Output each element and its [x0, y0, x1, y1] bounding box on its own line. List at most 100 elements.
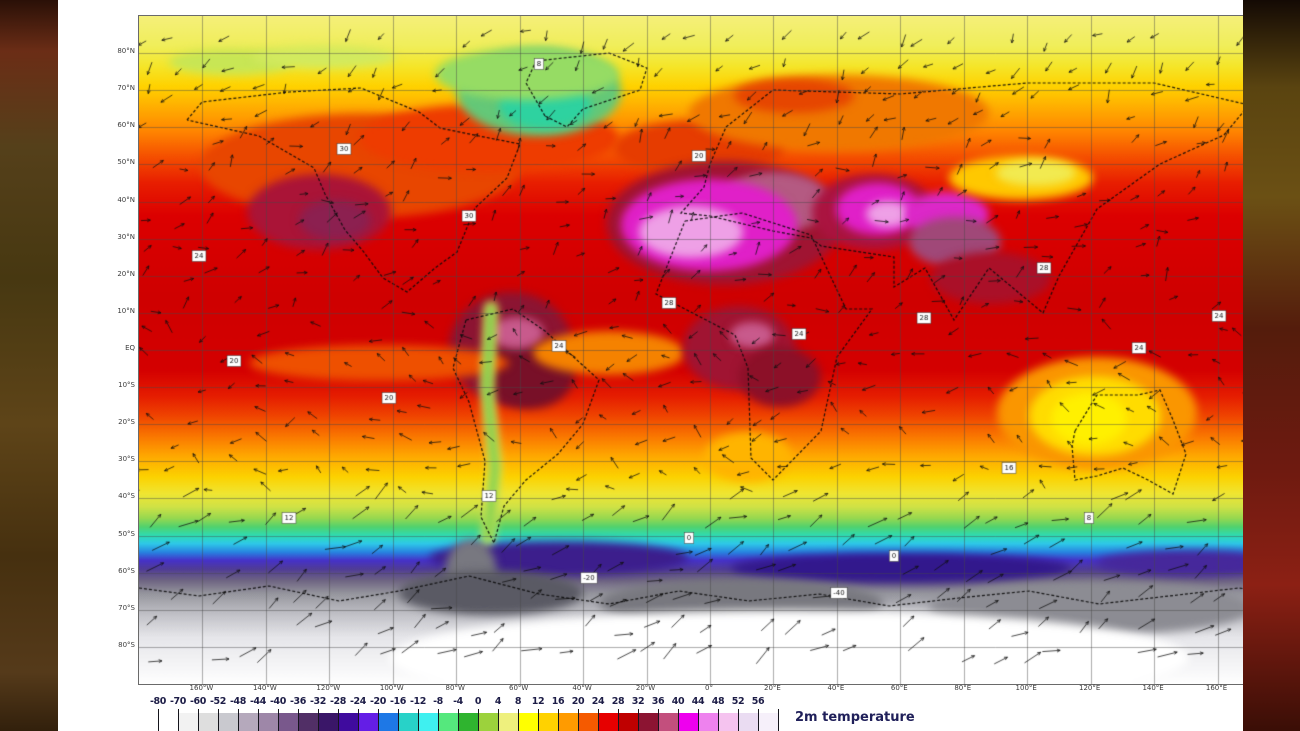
- lon-tick-label: 40°E: [827, 684, 845, 692]
- colorbar-tick: [678, 709, 679, 731]
- colorbar-title: 2m temperature: [795, 710, 915, 725]
- colorbar-segment: [278, 713, 298, 731]
- colorbar-tick: [398, 709, 399, 731]
- colorbar-segment: [478, 713, 498, 731]
- lon-tick-label: 80°W: [445, 684, 465, 692]
- colorbar-tick-value: 20: [571, 696, 585, 707]
- colorbar-tick-value: -28: [330, 696, 346, 707]
- colorbar-segment: [538, 713, 558, 731]
- lon-tick-label: 120°W: [316, 684, 341, 692]
- lat-tick-label: 70°S: [118, 603, 135, 612]
- colorbar-tick: [258, 709, 259, 731]
- lat-tick-label: 20°S: [118, 418, 135, 427]
- lon-tick-label: 160°W: [189, 684, 214, 692]
- colorbar-segment: [518, 713, 538, 731]
- colorbar-segment: [558, 713, 578, 731]
- colorbar-segment: [218, 713, 238, 731]
- colorbar-tick: [758, 709, 759, 731]
- colorbar-tick-value: -40: [270, 696, 286, 707]
- colorbar-segment: [398, 713, 418, 731]
- colorbar-tick-value: 16: [551, 696, 565, 707]
- lon-tick-label: 40°W: [572, 684, 592, 692]
- colorbar-tick: [698, 709, 699, 731]
- colorbar-tick: [558, 709, 559, 731]
- lon-tick-label: 80°E: [954, 684, 972, 692]
- colorbar-segment: [178, 713, 198, 731]
- lat-tick-label: 60°S: [118, 566, 135, 575]
- colorbar-segment: [238, 713, 258, 731]
- lon-tick-label: 20°W: [635, 684, 656, 692]
- colorbar-tick: [598, 709, 599, 731]
- temperature-map: [139, 16, 1281, 684]
- content-panel: 80°N 70°N 60°N 50°N 40°N 30°N 20°N 10°N EQ 10°S 20…: [58, 0, 1300, 731]
- colorbar-tick: [638, 709, 639, 731]
- colorbar-tick-value: -48: [230, 696, 246, 707]
- lon-tick-label: 120°E: [1079, 684, 1101, 692]
- colorbar-tick-value: 52: [731, 696, 745, 707]
- colorbar-segment: [198, 713, 218, 731]
- colorbar-segment: [598, 713, 618, 731]
- colorbar-tick-value: 32: [631, 696, 645, 707]
- lat-tick-label: 40°S: [118, 492, 135, 501]
- colorbar-tick: [158, 709, 159, 731]
- lon-tick-label: 100°E: [1015, 684, 1037, 692]
- colorbar-segment: [158, 713, 178, 731]
- broadcast-background-left: [0, 0, 58, 731]
- colorbar-tick-value: -24: [350, 696, 366, 707]
- lon-tick-label: 20°E: [764, 684, 781, 692]
- colorbar-tick: [358, 709, 359, 731]
- lat-tick-label: 50°N: [117, 158, 135, 167]
- colorbar-tick: [298, 709, 299, 731]
- colorbar-segment: [258, 713, 278, 731]
- colorbar-tick-value: -16: [390, 696, 406, 707]
- colorbar-tick: [458, 709, 459, 731]
- colorbar-tick: [238, 709, 239, 731]
- colorbar-tick-value: 8: [514, 696, 522, 707]
- colorbar-tick: [718, 709, 719, 731]
- colorbar-tick-value: 0: [474, 696, 482, 707]
- lon-tick-label: 140°W: [252, 684, 277, 692]
- broadcast-background-right: [1243, 0, 1300, 731]
- colorbar-tick: [178, 709, 179, 731]
- colorbar-tick: [218, 709, 219, 731]
- colorbar-segment: [498, 713, 518, 731]
- lat-tick-label: 10°S: [118, 381, 135, 390]
- lat-tick-label: EQ: [125, 343, 135, 352]
- colorbar-tick-value: -4: [453, 696, 463, 707]
- colorbar-tick-value: 4: [494, 696, 502, 707]
- lat-tick-label: 60°N: [117, 121, 135, 130]
- colorbar-segment: [678, 713, 698, 731]
- colorbar-tick-value: -60: [190, 696, 206, 707]
- colorbar-tick-value: -32: [310, 696, 326, 707]
- lat-tick-label: 30°S: [118, 455, 135, 464]
- colorbar-tick-value: -70: [170, 696, 186, 707]
- colorbar-segment: [338, 713, 358, 731]
- map-frame: [138, 15, 1282, 685]
- colorbar-tick-value: 12: [531, 696, 545, 707]
- colorbar-tick-value: 48: [711, 696, 725, 707]
- colorbar-tick-value: -20: [370, 696, 386, 707]
- colorbar-segment: [378, 713, 398, 731]
- lat-tick-label: 70°N: [117, 84, 135, 93]
- colorbar-tick: [618, 709, 619, 731]
- colorbar-tick-value: 36: [651, 696, 665, 707]
- colorbar-segment: [618, 713, 638, 731]
- colorbar-segment: [758, 713, 778, 731]
- colorbar-segment: [438, 713, 458, 731]
- colorbar-tick: [778, 709, 779, 731]
- colorbar-tick-value: -52: [210, 696, 226, 707]
- lat-tick-label: 80°S: [118, 640, 135, 649]
- lon-tick-label: 140°E: [1142, 684, 1164, 692]
- colorbar-segment: [298, 713, 318, 731]
- colorbar-tick: [478, 709, 479, 731]
- colorbar-segment: [318, 713, 338, 731]
- colorbar-tick: [378, 709, 379, 731]
- colorbar-tick-value: -44: [250, 696, 266, 707]
- colorbar-tick-value: 56: [751, 696, 765, 707]
- colorbar-tick-value: -36: [290, 696, 306, 707]
- colorbar-tick: [658, 709, 659, 731]
- colorbar-segment: [638, 713, 658, 731]
- colorbar-tick: [538, 709, 539, 731]
- colorbar-tick: [518, 709, 519, 731]
